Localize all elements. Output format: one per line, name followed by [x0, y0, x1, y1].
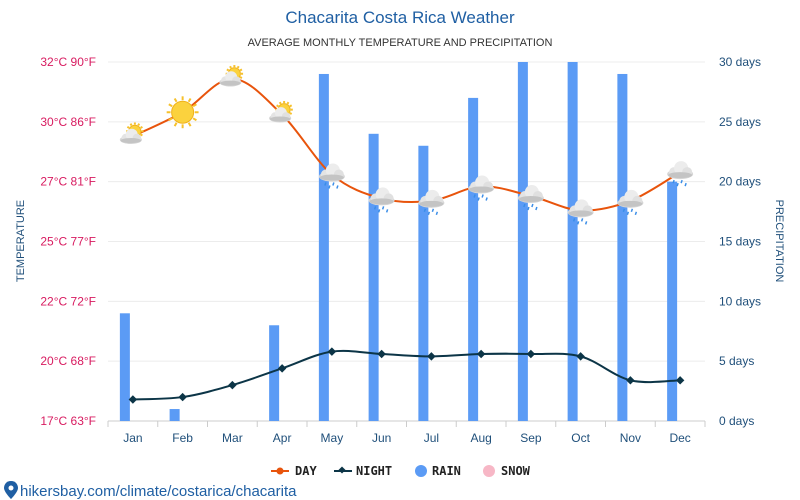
right-tick-label: 5 days	[719, 354, 754, 368]
chart-subtitle: AVERAGE MONTHLY TEMPERATURE AND PRECIPIT…	[248, 37, 553, 49]
x-tick-label: May	[321, 431, 344, 445]
legend-item-rain[interactable]: RAIN	[415, 464, 461, 478]
night-line	[132, 349, 681, 401]
rain-bar[interactable]	[567, 62, 578, 421]
left-tick-label: 20°C 68°F	[40, 354, 96, 368]
right-tick-label: 15 days	[719, 235, 761, 249]
weather-icons	[119, 65, 694, 225]
chart-title: Chacarita Costa Rica Weather	[285, 8, 515, 27]
right-axis: 0 days 5 days 10 days 15 days 20 days 25 days…	[719, 55, 761, 428]
rain-cloud-icon	[418, 189, 445, 216]
night-point[interactable]	[128, 395, 138, 404]
rain-cloud-icon	[468, 175, 495, 201]
right-tick-label: 25 days	[719, 115, 761, 129]
legend-day-marker	[276, 467, 284, 475]
rain-cloud-icon	[567, 199, 594, 225]
rain-cloud-icon	[617, 189, 644, 216]
left-axis-label: TEMPERATURE	[15, 200, 27, 282]
x-tick-label: Oct	[571, 431, 590, 445]
x-axis: Jan Feb Mar Apr May Jun Jul Aug Sep Oct Nov Dec	[123, 431, 691, 445]
rain-bar[interactable]	[617, 73, 628, 421]
rain-bar[interactable]	[318, 73, 329, 421]
x-tick-label: Aug	[470, 431, 491, 445]
rain-cloud-icon	[318, 163, 345, 189]
right-tick-label: 20 days	[719, 175, 761, 189]
rain-bar[interactable]	[269, 325, 280, 421]
rain-bar[interactable]	[517, 62, 528, 421]
rain-bar[interactable]	[468, 97, 479, 422]
left-tick-label: 30°C 86°F	[40, 115, 96, 129]
left-tick-label: 32°C 90°F	[40, 55, 96, 69]
rain-cloud-icon	[667, 161, 694, 187]
legend-night-marker	[338, 466, 346, 474]
x-tick-label: Mar	[222, 431, 243, 445]
x-tick-label: Jun	[372, 431, 391, 445]
legend-snow-label: SNOW	[501, 464, 531, 478]
x-tick-label: Feb	[172, 431, 193, 445]
legend-snow-marker	[483, 465, 495, 477]
x-tick-label: Dec	[669, 431, 690, 445]
night-point[interactable]	[526, 349, 536, 359]
legend-item-day[interactable]: DAY	[271, 464, 317, 478]
rain-bar[interactable]	[418, 145, 429, 421]
sun-icon	[166, 96, 199, 129]
legend-item-snow[interactable]: SNOW	[483, 464, 531, 478]
rain-cloud-icon	[368, 187, 395, 213]
right-tick-label: 10 days	[719, 294, 761, 308]
partly-cloudy-icon	[269, 100, 293, 123]
night-point[interactable]	[675, 376, 685, 385]
footer-url: hikersbay.com/climate/costarica/chacarit…	[20, 483, 297, 500]
partly-cloudy-icon	[219, 65, 244, 87]
night-point[interactable]	[626, 376, 635, 385]
night-point[interactable]	[327, 347, 337, 356]
grid-lines	[107, 61, 706, 427]
rain-bar[interactable]	[119, 313, 130, 421]
legend-item-night[interactable]: NIGHT	[334, 464, 392, 478]
rain-bar[interactable]	[169, 409, 180, 421]
rain-bar[interactable]	[667, 181, 678, 421]
location-pin-icon	[4, 481, 18, 499]
night-point[interactable]	[277, 364, 287, 373]
rain-bars	[119, 62, 678, 422]
right-tick-label: 30 days	[719, 55, 761, 69]
left-tick-label: 22°C 72°F	[40, 294, 96, 308]
night-point[interactable]	[228, 380, 237, 390]
partly-cloudy-icon	[119, 122, 144, 144]
legend-night-label: NIGHT	[356, 464, 392, 478]
night-point[interactable]	[576, 352, 585, 361]
night-point[interactable]	[427, 352, 436, 361]
rain-cloud-icon	[517, 185, 544, 211]
x-tick-label: Sep	[520, 431, 542, 445]
night-point[interactable]	[178, 392, 187, 402]
right-axis-label: PRECIPITATION	[773, 200, 785, 283]
right-tick-label: 0 days	[719, 414, 754, 428]
legend-rain-label: RAIN	[432, 464, 461, 478]
footer-link[interactable]: hikersbay.com/climate/costarica/chacarit…	[4, 481, 297, 500]
left-axis: 17°C 63°F 20°C 68°F 22°C 72°F 25°C 77°F 27°C…	[40, 55, 96, 428]
x-tick-label: Apr	[273, 431, 292, 445]
left-tick-label: 17°C 63°F	[40, 414, 96, 428]
day-line	[132, 77, 681, 212]
x-tick-label: Nov	[620, 431, 641, 445]
legend-day-label: DAY	[295, 464, 317, 478]
legend: DAY NIGHT RAIN SNOW	[271, 464, 531, 478]
x-tick-label: Jul	[424, 431, 439, 445]
night-point[interactable]	[377, 349, 386, 359]
night-point[interactable]	[476, 349, 486, 359]
x-tick-label: Jan	[123, 431, 142, 445]
left-tick-label: 27°C 81°F	[40, 175, 96, 189]
legend-rain-marker	[415, 465, 427, 477]
left-tick-label: 25°C 77°F	[40, 235, 96, 249]
rain-bar[interactable]	[368, 133, 379, 422]
